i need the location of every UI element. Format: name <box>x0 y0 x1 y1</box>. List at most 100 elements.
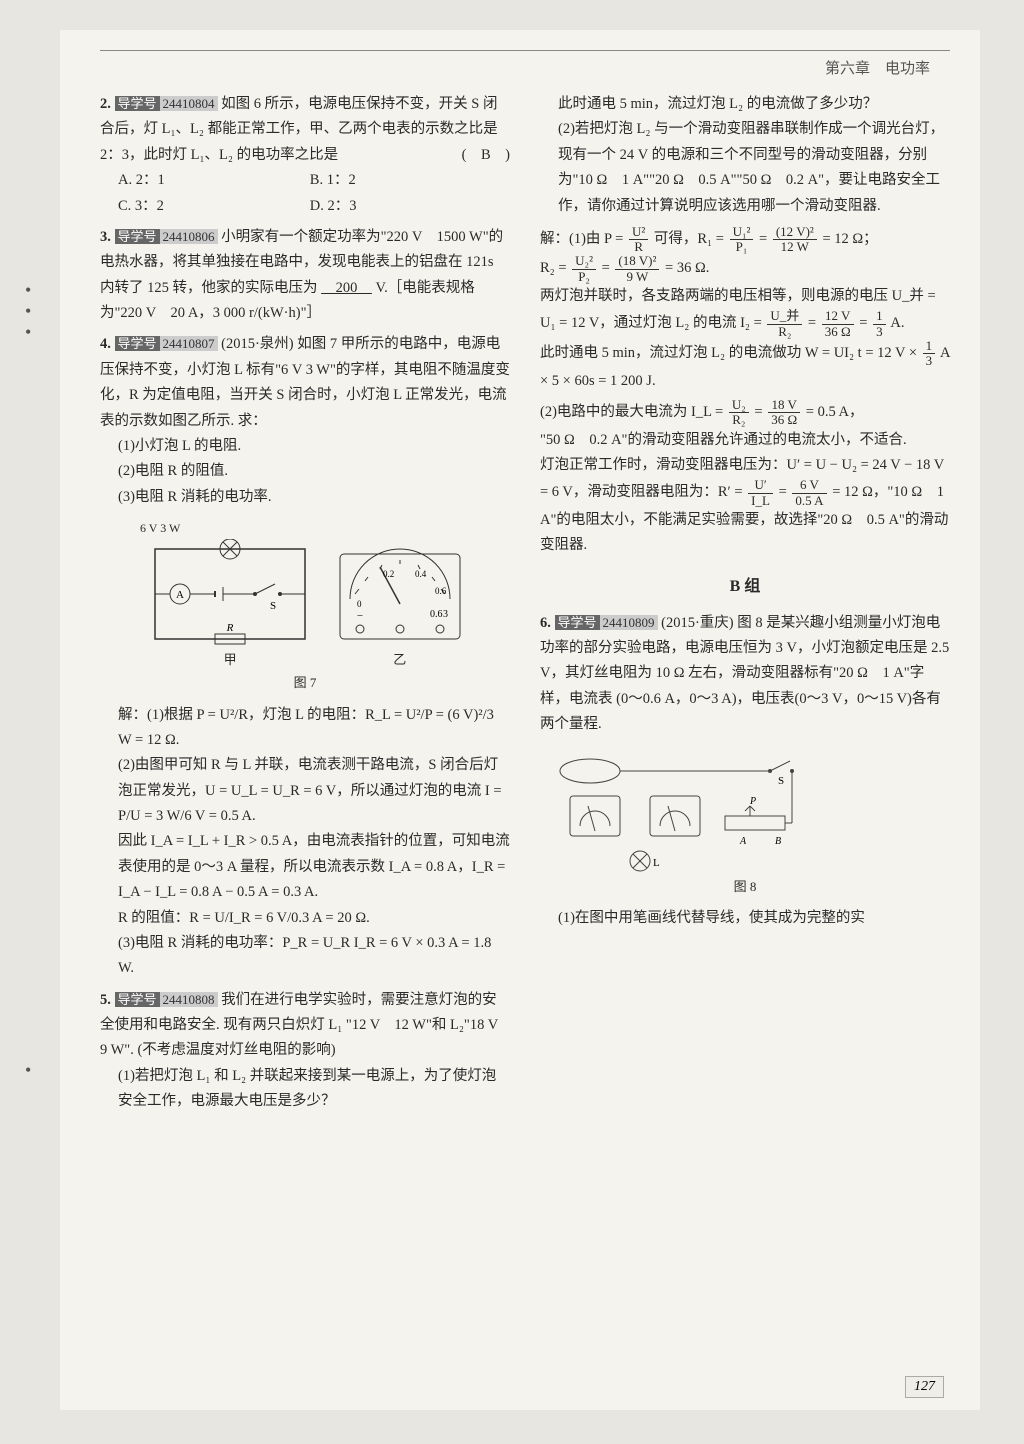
right-column: 此时通电 5 min，流过灯泡 L₂ 的电流做了多少功？ (2)若把灯泡 L₂ … <box>540 92 950 1115</box>
binding-dots-top: ••• <box>25 280 31 343</box>
page-container: 第六章 电功率 2. 导学号24410804 如图 6 所示，电源电压保持不变，… <box>60 30 980 1410</box>
q2-options-row1: A. 2：1 B. 1：2 <box>100 168 510 193</box>
r-cont2: (2)若把灯泡 L₂ 与一个滑动变阻器串联制作成一个调光台灯，现有一个 24 V… <box>540 117 950 219</box>
section-b-heading: B 组 <box>540 573 950 601</box>
q2-tag: 导学号 <box>115 96 160 111</box>
q4-sub2: (2)电阻 R 的阻值. <box>100 459 510 484</box>
q4-sol1: 解：(1)根据 P = U²/R，灯泡 L 的电阻：R_L = U²/P = (… <box>100 703 510 754</box>
svg-text:B: B <box>775 836 781 847</box>
fig7-right-label: 乙 <box>335 649 465 672</box>
frac-U2R2b: U₂R₂ <box>729 398 749 428</box>
svg-text:A: A <box>176 589 184 601</box>
q2-optA: A. 2：1 <box>118 168 306 193</box>
two-column-layout: 2. 导学号24410804 如图 6 所示，电源电压保持不变，开关 S 闭合后… <box>100 92 950 1115</box>
q3-tag: 导学号 <box>115 229 160 244</box>
r-sol5: (2)电路中的最大电流为 I_L = U₂R₂ = 18 V36 Ω = 0.5… <box>540 398 950 428</box>
q5-sub1: (1)若把灯泡 L₁ 和 L₂ 并联起来接到某一电源上，为了使灯泡安全工作，电源… <box>100 1064 510 1115</box>
circuit-diagram-left: A S R <box>145 539 315 672</box>
q5-tag: 导学号 <box>115 992 160 1007</box>
svg-text:P: P <box>749 796 756 807</box>
q4-sub1: (1)小灯泡 L 的电阻. <box>100 434 510 459</box>
q5-tagnum: 24410808 <box>160 992 218 1007</box>
q3-blank: 200 <box>321 280 372 296</box>
r-sol2: R₂ = U₂²P₂ = (18 V)²9 W = 36 Ω. <box>540 254 950 284</box>
svg-text:S: S <box>270 600 276 612</box>
question-4: 4. 导学号24410807 (2015·泉州) 如图 7 甲所示的电路中，电源… <box>100 332 510 434</box>
figure-7-area: 6 V 3 W A <box>100 518 510 695</box>
question-6: 6. 导学号24410809 (2015·重庆) 图 8 是某兴趣小组测量小灯泡… <box>540 611 950 738</box>
frac-U22P2: U₂²P₂ <box>572 254 596 284</box>
q6-number: 6. <box>540 615 551 631</box>
r-sol2b: = 36 Ω. <box>665 261 709 277</box>
figure-8-area: L A B P S 图 8 <box>540 746 950 899</box>
ammeter-diagram: 0 0.2 0.4 0.6 0.6 3 − 乙 <box>335 539 465 672</box>
frac-18V9W: (18 V)²9 W <box>615 254 659 284</box>
frac-6V05A: 6 V0.5 A <box>792 478 826 508</box>
fig7-left-label: 甲 <box>145 649 315 672</box>
circuit-svg: A S R <box>145 539 315 649</box>
svg-text:S: S <box>778 775 784 787</box>
q4-tagnum: 24410807 <box>160 336 218 351</box>
r-sol6: "50 Ω 0.2 A"的滑动变阻器允许通过的电流太小，不适合. <box>540 428 950 453</box>
frac-U12P1: U₁²P₁ <box>730 225 754 255</box>
r-sol-head: 解：(1)由 P = <box>540 231 623 247</box>
r-sol1: 解：(1)由 P = U²R 可得，R₁ = U₁²P₁ = (12 V)²12… <box>540 225 950 255</box>
r-sol1a: 可得，R₁ = <box>654 231 724 247</box>
q6-src: (2015·重庆) <box>661 615 734 631</box>
q4-number: 4. <box>100 336 111 352</box>
q6-sub1: (1)在图中用笔画线代替导线，使其成为完整的实 <box>540 906 950 931</box>
q4-sub3: (3)电阻 R 消耗的电功率. <box>100 485 510 510</box>
svg-text:R: R <box>226 622 234 634</box>
q4-sol3: 因此 I_A = I_L + I_R > 0.5 A，由电流表指针的位置，可知电… <box>100 829 510 905</box>
q4-tag: 导学号 <box>115 336 160 351</box>
frac-U2R: U²R <box>629 225 648 255</box>
q2-number: 2. <box>100 96 111 112</box>
svg-text:−: − <box>357 610 363 622</box>
circuit-label: 6 V 3 W <box>100 518 510 539</box>
r-sol2a: R₂ = <box>540 261 567 277</box>
q2-optB: B. 1：2 <box>310 168 498 193</box>
q4-src: (2015·泉州) <box>221 336 294 352</box>
q6-text: 图 8 是某兴趣小组测量小灯泡电功率的部分实验电路，电源电压恒为 3 V，小灯泡… <box>540 615 949 733</box>
q4-sol4: R 的阻值：R = U/I_R = 6 V/0.3 A = 20 Ω. <box>100 906 510 931</box>
meter-svg: 0 0.2 0.4 0.6 0.6 3 − <box>335 539 465 649</box>
r-sol4: 此时通电 5 min，流过灯泡 L₂ 的电流做功 W = UI₂ t = 12 … <box>540 339 950 394</box>
q5-number: 5. <box>100 992 111 1008</box>
fig8-label: 图 8 <box>540 876 950 899</box>
q2-options-row2: C. 3：2 D. 2：3 <box>100 194 510 219</box>
q3-number: 3. <box>100 229 111 245</box>
svg-text:A: A <box>739 836 747 847</box>
svg-text:3: 3 <box>443 609 448 620</box>
r-cont1: 此时通电 5 min，流过灯泡 L₂ 的电流做了多少功？ <box>540 92 950 117</box>
q2-optC: C. 3：2 <box>118 194 306 219</box>
q6-tagnum: 24410809 <box>600 615 658 630</box>
q3-tagnum: 24410806 <box>160 229 218 244</box>
svg-text:0: 0 <box>357 599 362 609</box>
question-3: 3. 导学号24410806 小明家有一个额定功率为"220 V 1500 W"… <box>100 225 510 327</box>
svg-text:0.6: 0.6 <box>430 609 443 620</box>
r-sol3: 两灯泡并联时，各支路两端的电压相等，则电源的电压 U_并 = U₁ = 12 V… <box>540 284 950 339</box>
header-rule <box>100 50 950 51</box>
q2-optD: D. 2：3 <box>310 194 498 219</box>
left-column: 2. 导学号24410804 如图 6 所示，电源电压保持不变，开关 S 闭合后… <box>100 92 510 1115</box>
frac-UpR2: U_并R₂ <box>767 309 802 339</box>
fig8-svg: L A B P S <box>540 746 800 876</box>
question-2: 2. 导学号24410804 如图 6 所示，电源电压保持不变，开关 S 闭合后… <box>100 92 510 168</box>
svg-text:0.4: 0.4 <box>415 569 427 579</box>
question-5: 5. 导学号24410808 我们在进行电学实验时，需要注意灯泡的安全使用和电路… <box>100 988 510 1064</box>
svg-text:0.6: 0.6 <box>435 586 447 596</box>
q6-tag: 导学号 <box>555 615 600 630</box>
frac-13a: 13 <box>873 309 886 339</box>
q2-answer: ( B ) <box>462 143 510 168</box>
q2-tagnum: 24410804 <box>160 96 218 111</box>
binding-dots-bottom: • <box>25 1060 31 1081</box>
frac-12V36: 12 V36 Ω <box>822 309 854 339</box>
fig7-main-label: 图 7 <box>100 672 510 695</box>
frac-18V36: 18 V36 Ω <box>768 398 800 428</box>
svg-text:L: L <box>653 857 660 869</box>
page-number: 127 <box>905 1376 944 1398</box>
q4-sol5: (3)电阻 R 消耗的电功率：P_R = U_R I_R = 6 V × 0.3… <box>100 931 510 982</box>
svg-text:0.2: 0.2 <box>383 569 394 579</box>
frac-13b: 13 <box>923 339 936 369</box>
r-sol1b: = 12 Ω； <box>822 231 877 247</box>
